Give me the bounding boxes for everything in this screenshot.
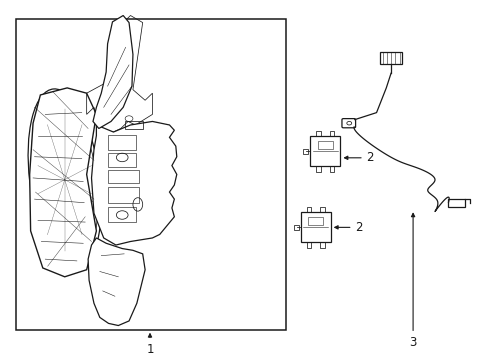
Bar [294, 225, 298, 230]
Bar [108, 135, 136, 150]
Text: 3: 3 [410, 336, 417, 349]
Polygon shape [92, 121, 177, 245]
Bar [330, 131, 335, 136]
Text: 1: 1 [146, 343, 154, 356]
FancyBboxPatch shape [342, 118, 356, 128]
Polygon shape [88, 238, 145, 325]
Bar [16, 19, 287, 330]
Bar [448, 199, 466, 207]
Bar [307, 207, 312, 212]
Text: 2: 2 [355, 221, 363, 234]
Text: 2: 2 [366, 151, 373, 164]
Bar [124, 121, 143, 129]
Ellipse shape [55, 171, 77, 185]
Polygon shape [30, 88, 97, 277]
Bar [108, 207, 136, 222]
Bar [317, 166, 321, 172]
Bar [307, 242, 312, 248]
Bar [317, 131, 321, 136]
Ellipse shape [28, 89, 101, 270]
Bar [108, 153, 136, 167]
Bar [320, 242, 325, 248]
Bar [320, 207, 325, 212]
Bar [310, 136, 341, 166]
Bar [300, 212, 331, 242]
Bar [330, 166, 335, 172]
Bar [380, 52, 402, 64]
Polygon shape [93, 15, 133, 129]
Bar [308, 217, 323, 225]
Bar [108, 187, 139, 203]
Bar [303, 149, 308, 154]
Bar [108, 170, 139, 183]
Bar [318, 141, 333, 149]
